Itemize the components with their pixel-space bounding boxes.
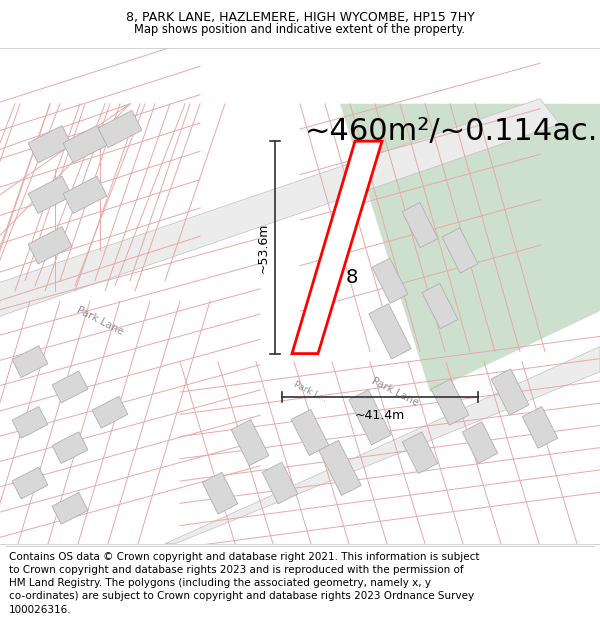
- Polygon shape: [340, 104, 600, 392]
- Text: Map shows position and indicative extent of the property.: Map shows position and indicative extent…: [134, 23, 466, 36]
- Text: Park Lane: Park Lane: [370, 376, 420, 408]
- Text: Park Lane: Park Lane: [75, 305, 125, 338]
- Text: 8, PARK LANE, HAZLEMERE, HIGH WYCOMBE, HP15 7HY: 8, PARK LANE, HAZLEMERE, HIGH WYCOMBE, H…: [125, 11, 475, 24]
- Polygon shape: [63, 126, 107, 163]
- Polygon shape: [28, 227, 72, 264]
- Polygon shape: [28, 126, 72, 163]
- Polygon shape: [0, 99, 560, 316]
- Polygon shape: [52, 492, 88, 524]
- Polygon shape: [52, 432, 88, 464]
- Polygon shape: [63, 176, 107, 213]
- Polygon shape: [369, 304, 411, 359]
- Polygon shape: [28, 176, 72, 213]
- Polygon shape: [52, 371, 88, 403]
- Text: Contains OS data © Crown copyright and database right 2021. This information is : Contains OS data © Crown copyright and d…: [9, 552, 479, 614]
- Polygon shape: [12, 467, 48, 499]
- Polygon shape: [491, 369, 529, 415]
- Polygon shape: [12, 346, 48, 378]
- Text: 8: 8: [346, 268, 358, 288]
- Polygon shape: [262, 462, 298, 504]
- Polygon shape: [402, 432, 438, 474]
- Polygon shape: [402, 202, 438, 248]
- Polygon shape: [462, 422, 498, 463]
- Polygon shape: [165, 346, 600, 544]
- Polygon shape: [442, 228, 478, 273]
- Polygon shape: [319, 440, 361, 496]
- Polygon shape: [98, 111, 142, 148]
- Text: Park L...: Park L...: [292, 380, 328, 404]
- Polygon shape: [12, 406, 48, 438]
- Polygon shape: [231, 419, 269, 466]
- Text: ~53.6m: ~53.6m: [257, 222, 269, 272]
- Text: ~41.4m: ~41.4m: [355, 409, 405, 422]
- Polygon shape: [202, 472, 238, 514]
- Polygon shape: [372, 258, 408, 303]
- Polygon shape: [349, 390, 391, 445]
- Polygon shape: [422, 283, 458, 329]
- Polygon shape: [431, 379, 469, 425]
- Polygon shape: [291, 409, 329, 456]
- Polygon shape: [522, 407, 558, 448]
- Polygon shape: [92, 396, 128, 428]
- Polygon shape: [292, 141, 382, 354]
- Text: ~460m²/~0.114ac.: ~460m²/~0.114ac.: [305, 117, 598, 146]
